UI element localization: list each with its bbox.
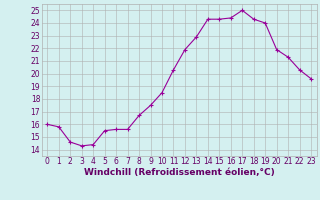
X-axis label: Windchill (Refroidissement éolien,°C): Windchill (Refroidissement éolien,°C) bbox=[84, 168, 275, 177]
